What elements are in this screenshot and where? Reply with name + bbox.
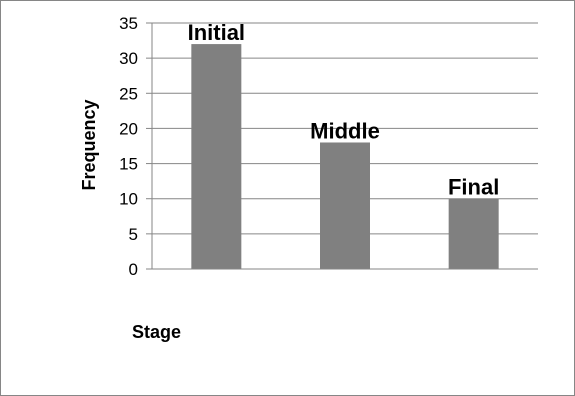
y-tick-label: 25 bbox=[119, 84, 138, 103]
y-tick-label: 30 bbox=[119, 49, 138, 68]
y-tick-label: 10 bbox=[119, 190, 138, 209]
bar-final bbox=[448, 198, 499, 269]
category-label-initial: Initial bbox=[188, 20, 245, 45]
bar-initial bbox=[191, 44, 242, 270]
bars bbox=[191, 44, 499, 270]
x-axis-title: Stage bbox=[132, 322, 181, 342]
y-tick-labels: 0 5 10 15 20 25 30 35 bbox=[119, 14, 138, 279]
category-labels: Initial Middle Final bbox=[188, 20, 500, 200]
y-tick-label: 15 bbox=[119, 155, 138, 174]
bar-middle bbox=[320, 142, 370, 269]
y-tick-label: 5 bbox=[129, 225, 138, 244]
y-axis-title: Frequency bbox=[79, 99, 99, 190]
axes bbox=[146, 22, 538, 270]
y-tick-label: 20 bbox=[119, 119, 138, 138]
y-tick-label: 0 bbox=[129, 260, 138, 279]
category-label-final: Final bbox=[448, 175, 499, 200]
category-label-middle: Middle bbox=[310, 118, 380, 143]
y-tick-label: 35 bbox=[119, 14, 138, 33]
